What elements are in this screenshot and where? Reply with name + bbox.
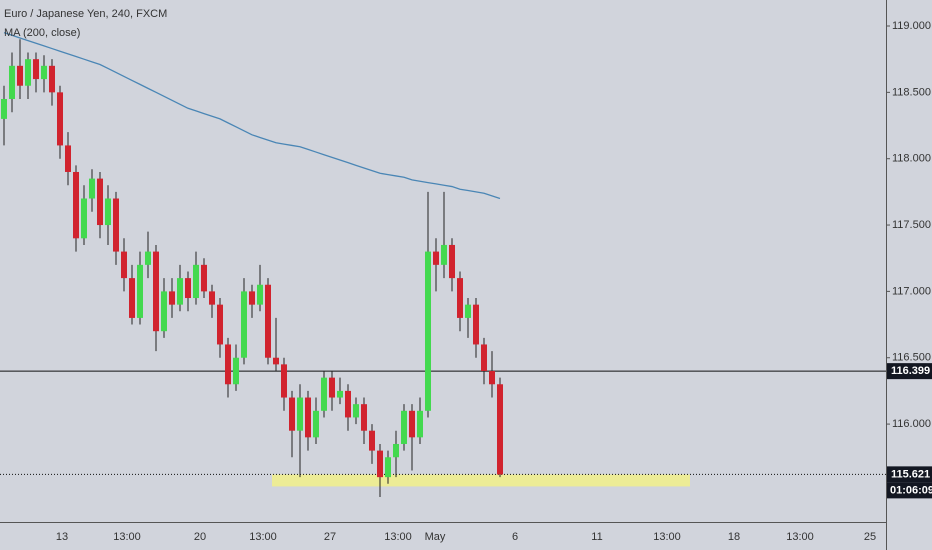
candle-body bbox=[289, 397, 295, 431]
chart-title: Euro / Japanese Yen, 240, FXCM bbox=[4, 8, 167, 20]
candle-body bbox=[393, 443, 399, 458]
candle-body bbox=[81, 198, 87, 239]
candle-body bbox=[41, 65, 47, 80]
x-tick-label: 18 bbox=[728, 531, 740, 543]
candle-body bbox=[305, 397, 311, 438]
y-tick-label: 116.000 bbox=[892, 418, 931, 430]
candle-body bbox=[121, 251, 127, 279]
price-label: 115.621 bbox=[891, 468, 930, 480]
candle-body bbox=[113, 198, 119, 252]
candle-body bbox=[25, 59, 31, 86]
candle-body bbox=[137, 264, 143, 318]
candle-body bbox=[49, 65, 55, 93]
candle-body bbox=[145, 251, 151, 265]
candle-body bbox=[337, 390, 343, 398]
candle-body bbox=[273, 357, 279, 365]
candle-body bbox=[497, 384, 503, 475]
candle-body bbox=[489, 370, 495, 385]
y-tick-label: 117.000 bbox=[892, 285, 931, 297]
candle-body bbox=[17, 65, 23, 86]
candle-body bbox=[409, 410, 415, 438]
x-tick-label: 11 bbox=[591, 531, 602, 543]
candle-body bbox=[105, 198, 111, 226]
candle-body bbox=[297, 397, 303, 431]
moving-average bbox=[3, 32, 501, 200]
candle-body bbox=[233, 357, 239, 385]
x-tick-label: 13:00 bbox=[113, 531, 141, 543]
candle-body bbox=[441, 244, 447, 265]
price-label-box bbox=[887, 466, 932, 483]
candle-body bbox=[329, 377, 335, 398]
candle-body bbox=[89, 178, 95, 199]
candle-body bbox=[33, 59, 39, 80]
candle-body bbox=[161, 291, 167, 332]
candle-body bbox=[481, 344, 487, 371]
candle-body bbox=[345, 390, 351, 418]
x-tick-label: 13 bbox=[56, 531, 68, 543]
candle-body bbox=[425, 251, 431, 411]
x-tick-label: 25 bbox=[864, 531, 876, 543]
candle-body bbox=[281, 364, 287, 398]
candle-body bbox=[369, 430, 375, 451]
candle-body bbox=[321, 377, 327, 411]
candle-body bbox=[417, 410, 423, 438]
candle-body bbox=[449, 244, 455, 279]
candle-body bbox=[241, 291, 247, 358]
y-tick-label: 116.500 bbox=[892, 352, 931, 364]
candle-body bbox=[209, 291, 215, 305]
candle-body bbox=[353, 404, 359, 418]
x-tick-label: 13:00 bbox=[786, 531, 814, 543]
y-tick-label: 119.000 bbox=[892, 20, 931, 32]
y-tick-label: 118.500 bbox=[892, 86, 931, 98]
indicator-label: MA (200, close) bbox=[4, 27, 80, 39]
candle-body bbox=[385, 457, 391, 478]
plot-area bbox=[0, 32, 886, 498]
candle-body bbox=[9, 65, 15, 99]
candle-body bbox=[185, 278, 191, 299]
candle-body bbox=[129, 278, 135, 318]
x-tick-label: 20 bbox=[194, 531, 206, 543]
candle-body bbox=[361, 404, 367, 431]
candle-body bbox=[97, 178, 103, 226]
candle-body bbox=[313, 410, 319, 438]
x-tick-label: 6 bbox=[512, 531, 518, 543]
x-tick-label: 27 bbox=[324, 531, 336, 543]
candle-body bbox=[193, 264, 199, 299]
candle-body bbox=[377, 450, 383, 478]
candle-body bbox=[265, 284, 271, 358]
candle-body bbox=[465, 304, 471, 318]
candle-body bbox=[153, 251, 159, 332]
candle-body bbox=[457, 278, 463, 318]
candle-body bbox=[177, 278, 183, 305]
candle-body bbox=[65, 145, 71, 172]
x-tick-label: 13:00 bbox=[384, 531, 412, 543]
y-tick-label: 117.500 bbox=[892, 219, 931, 231]
candle-body bbox=[217, 304, 223, 345]
candle-body bbox=[433, 251, 439, 265]
support-zone bbox=[272, 474, 690, 487]
candle-body bbox=[249, 291, 255, 305]
x-tick-label: 13:00 bbox=[653, 531, 681, 543]
x-tick-label: 13:00 bbox=[249, 531, 277, 543]
countdown: 01:06:09 bbox=[890, 484, 932, 496]
y-tick-label: 118.000 bbox=[892, 153, 931, 165]
price-label-box bbox=[887, 363, 932, 380]
candle-body bbox=[473, 304, 479, 345]
candle-body bbox=[169, 291, 175, 305]
candle-body bbox=[401, 410, 407, 444]
candle-body bbox=[57, 92, 63, 146]
x-tick-label: May bbox=[425, 531, 446, 543]
candle-body bbox=[225, 344, 231, 385]
candle-body bbox=[73, 171, 79, 239]
candle-body bbox=[257, 284, 263, 305]
candle-body bbox=[1, 98, 7, 119]
price-label: 116.399 bbox=[891, 365, 930, 377]
countdown-box bbox=[887, 482, 932, 499]
candle-body bbox=[201, 264, 207, 292]
